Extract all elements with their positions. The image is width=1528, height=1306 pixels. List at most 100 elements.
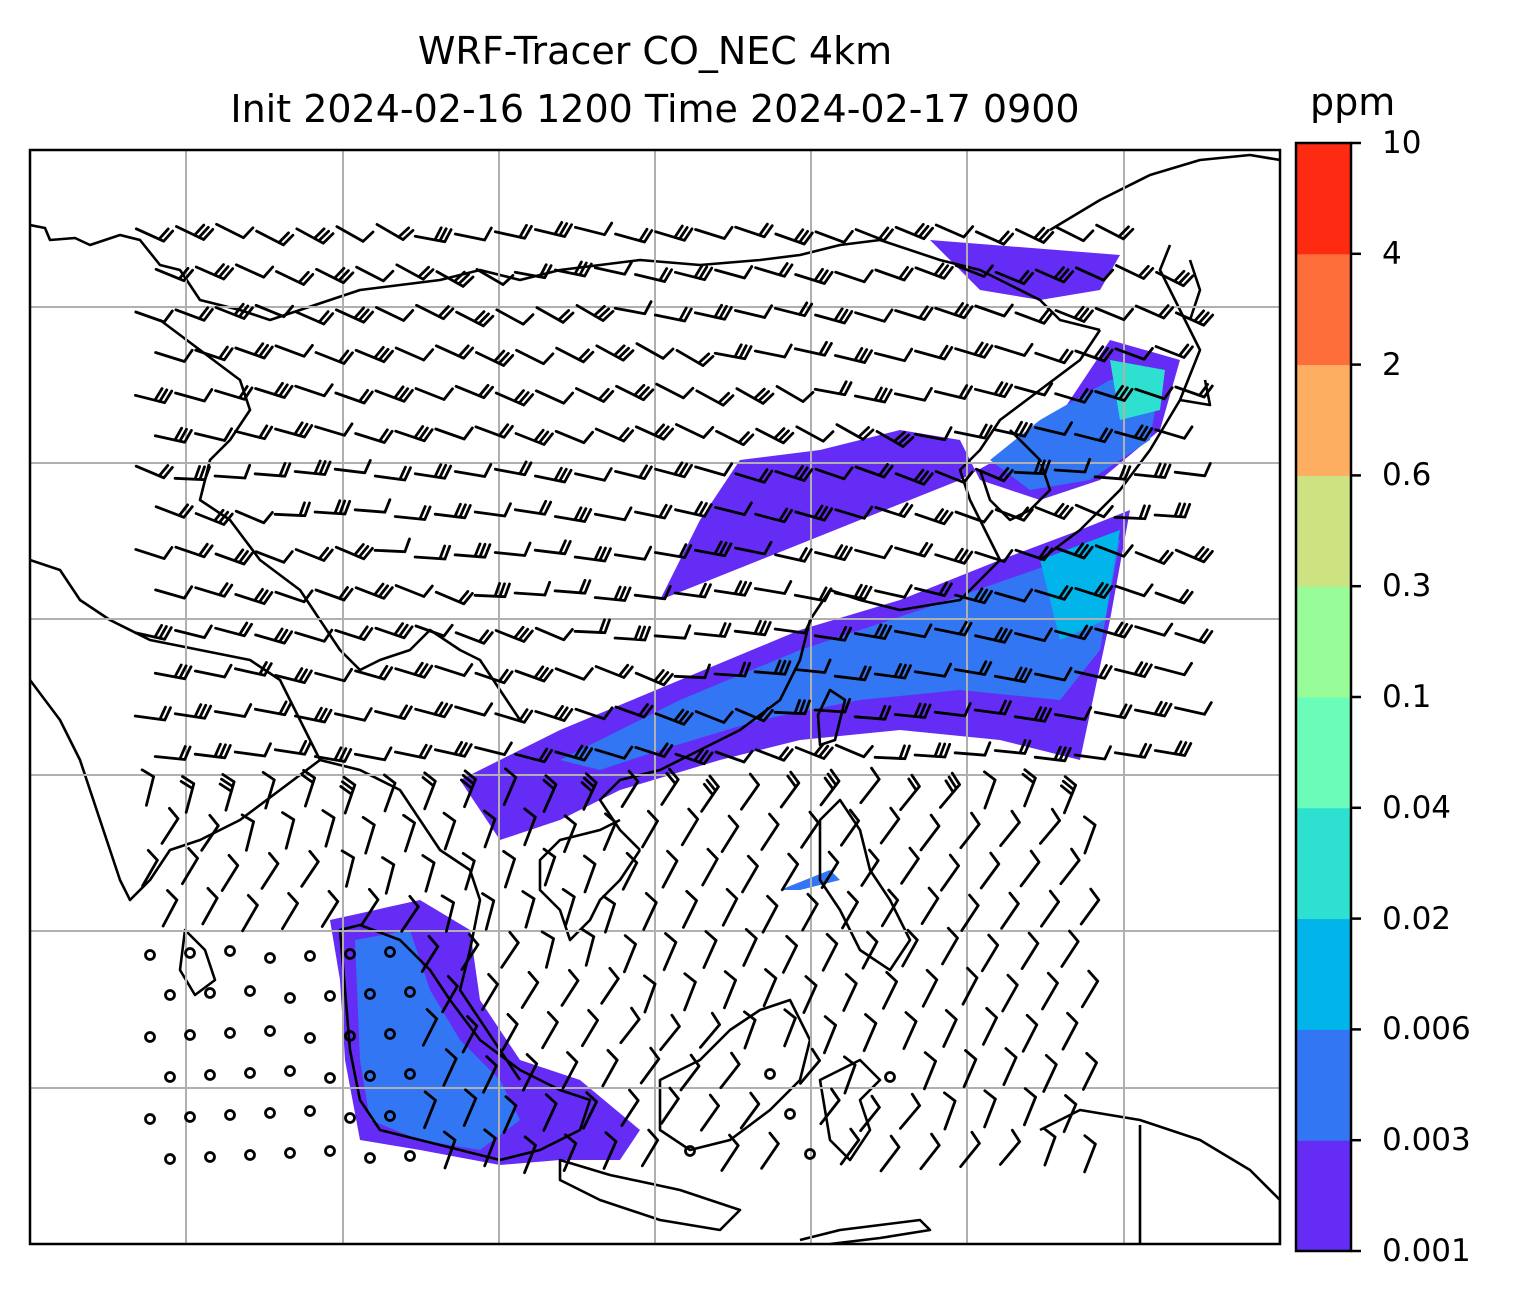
- wind-barb: [501, 1013, 519, 1052]
- wind-barb: [1083, 1134, 1097, 1174]
- wind-barb: [273, 739, 313, 756]
- wind-barb: [393, 505, 432, 521]
- wind-barb: [762, 968, 778, 1008]
- wind-barb: [919, 1132, 941, 1171]
- wind-barb: [753, 659, 792, 676]
- wind-barb: [1034, 502, 1074, 520]
- colorbar-swatch: [1296, 1140, 1351, 1252]
- wind-barb: [421, 854, 436, 893]
- wind-barb: [500, 930, 520, 969]
- wind-barb: [1074, 664, 1113, 680]
- coastline-timor: [799, 1218, 932, 1244]
- wind-barb: [563, 814, 577, 854]
- wind-barb: [594, 745, 634, 760]
- wind-barb-calm: [344, 1112, 356, 1124]
- wind-barb: [754, 262, 794, 278]
- wind-barb: [421, 1008, 439, 1047]
- wind-barb: [1041, 971, 1059, 1011]
- wind-barb: [515, 348, 555, 366]
- wind-barb: [854, 463, 894, 479]
- colorbar-tick-label: 10: [1382, 125, 1422, 161]
- wind-barb: [874, 502, 914, 518]
- wind-barb: [481, 973, 499, 1012]
- wind-barb: [795, 425, 835, 443]
- wind-barb: [553, 506, 593, 523]
- wind-barb: [154, 503, 194, 519]
- wind-barb: [541, 1011, 559, 1050]
- wind-barb: [900, 846, 920, 885]
- wind-barb: [1094, 306, 1134, 322]
- wind-barb: [602, 1131, 618, 1170]
- wind-barb: [693, 622, 732, 638]
- wind-barb: [1061, 1011, 1079, 1051]
- wind-barb: [194, 663, 233, 679]
- wind-barb: [300, 768, 316, 808]
- wind-barb: [454, 629, 494, 645]
- wind-barb: [899, 1092, 921, 1130]
- wind-barb: [800, 810, 820, 849]
- wind-barb: [502, 849, 516, 889]
- wind-barb: [1034, 348, 1074, 365]
- wind-barb: [693, 540, 733, 558]
- wind-barb: [661, 849, 679, 889]
- wind-barb: [533, 539, 572, 556]
- wind-barb: [662, 932, 678, 972]
- wind-barb: [834, 347, 873, 364]
- wind-barb: [483, 1128, 497, 1168]
- wind-barb: [613, 545, 653, 561]
- wind-barb: [281, 811, 296, 850]
- wind-barb: [321, 809, 336, 848]
- wind-barb: [914, 262, 954, 280]
- wind-barb: [960, 893, 980, 932]
- wind-barb: [134, 624, 173, 641]
- wind-barb: [140, 768, 155, 807]
- wind-barb: [314, 667, 353, 683]
- wind-barb-calm: [184, 1111, 196, 1123]
- wind-barb: [502, 1095, 518, 1134]
- wind-barb: [754, 507, 793, 524]
- wind-barb: [261, 771, 276, 810]
- wind-barb: [1002, 1047, 1018, 1086]
- wind-barb: [521, 1053, 539, 1092]
- wind-barb: [580, 772, 598, 811]
- wind-barb-calm: [764, 1068, 776, 1080]
- wind-barb: [275, 270, 315, 286]
- wind-barb: [133, 705, 172, 722]
- wind-barb: [334, 707, 373, 722]
- wind-barb: [494, 625, 534, 643]
- wind-barb: [433, 502, 472, 520]
- wind-barb: [634, 267, 673, 283]
- wind-barb-calm: [384, 946, 396, 958]
- wind-barb: [175, 223, 215, 241]
- colorbar-swatch: [1296, 697, 1351, 809]
- wind-barb: [1060, 929, 1080, 968]
- wind-barb: [734, 707, 774, 723]
- wind-barb: [554, 744, 594, 762]
- wind-barb: [1013, 706, 1053, 723]
- wind-barb: [194, 427, 233, 442]
- wind-barb-calm: [164, 989, 176, 1001]
- wind-barb: [655, 382, 695, 400]
- wind-barb: [423, 1090, 437, 1130]
- wind-barb: [814, 544, 853, 561]
- wind-barb: [974, 303, 1014, 318]
- wind-barb: [953, 423, 993, 440]
- wind-barb: [595, 344, 635, 362]
- wind-barb: [234, 342, 274, 360]
- wind-barb: [914, 344, 954, 361]
- wind-barb: [414, 623, 454, 638]
- wind-barb: [839, 1127, 861, 1166]
- wind-barb: [853, 386, 893, 404]
- wind-barb: [154, 585, 194, 600]
- wind-barb: [1053, 706, 1093, 721]
- wind-barb: [755, 427, 795, 445]
- wind-barb: [218, 773, 236, 812]
- wind-barb: [160, 806, 180, 845]
- wind-barb: [414, 701, 453, 719]
- colorbar-swatch: [1296, 918, 1351, 1030]
- wind-barb: [879, 806, 901, 845]
- wind-barb: [141, 849, 159, 888]
- wind-barb: [633, 585, 672, 601]
- wind-barb: [654, 461, 693, 479]
- wind-barb-calm: [304, 1032, 316, 1044]
